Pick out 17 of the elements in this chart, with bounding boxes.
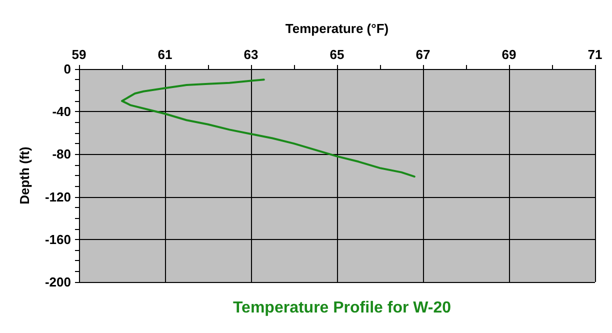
y-tick-label: -120: [44, 189, 71, 204]
y-tick-label: -160: [44, 232, 71, 247]
x-tick-label: 61: [158, 47, 172, 62]
x-tick-label: 59: [72, 47, 86, 62]
text: Temperature Profile for W-20: [232, 300, 452, 316]
y-tick-label: -200: [44, 274, 71, 290]
y-axis-title: Depth (ft): [17, 146, 32, 204]
x-tick-label: 71: [588, 47, 602, 62]
line-series: [121, 78, 416, 178]
y-tick-label: -40: [52, 104, 71, 120]
x-axis-title: Temperature (°F): [285, 21, 389, 36]
y-tick-label: -80: [52, 146, 71, 162]
x-tick-label: 69: [502, 47, 516, 62]
x-tick-label: 63: [244, 47, 258, 62]
y-tick-label: 0: [64, 62, 71, 76]
x-tick-label: 65: [330, 47, 344, 62]
x-tick-label: 67: [416, 47, 430, 62]
